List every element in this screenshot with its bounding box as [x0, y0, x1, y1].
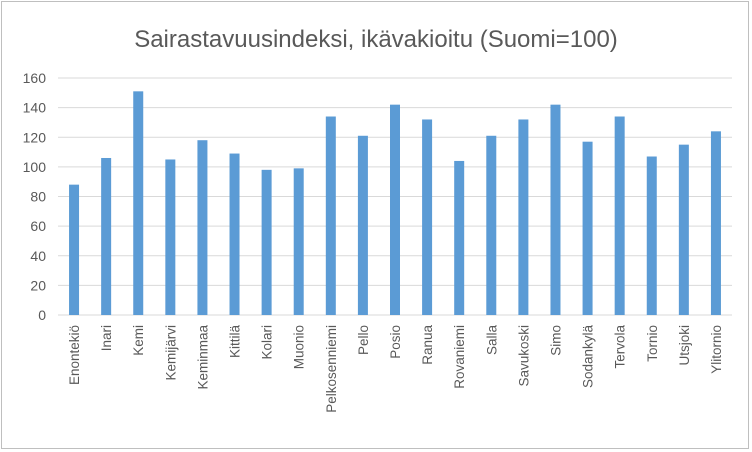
bar-pelkosenniemi — [325, 116, 336, 315]
bar-kittilä — [229, 153, 240, 315]
x-tick-label: Kittilä — [228, 325, 243, 359]
x-tick-label: Rovaniemi — [452, 325, 467, 389]
bar-kemijärvi — [165, 159, 176, 315]
bar-inari — [101, 157, 112, 315]
x-tick-label: Utsjoki — [677, 325, 692, 366]
x-tick-label: Savukoski — [516, 325, 531, 387]
x-tick-label: Muonio — [292, 325, 307, 369]
bar-tornio — [646, 156, 657, 315]
y-tick-label: 160 — [23, 70, 47, 86]
x-tick-label: Tervola — [613, 325, 628, 369]
bar-kemi — [133, 91, 144, 315]
bar-kolari — [261, 169, 272, 315]
x-tick-label: Kemijärvi — [163, 325, 178, 381]
y-tick-label: 60 — [30, 218, 46, 234]
chart-title: Sairastavuusindeksi, ikävakioitu (Suomi=… — [134, 26, 618, 53]
x-tick-label: Tornio — [645, 325, 660, 362]
bars — [69, 91, 721, 315]
y-tick-label: 40 — [30, 248, 46, 264]
y-tick-label: 100 — [23, 159, 47, 175]
x-tick-label: Inari — [99, 325, 114, 351]
x-tick-label: Pello — [356, 325, 371, 355]
bar-sodankylä — [582, 141, 593, 315]
bar-ranua — [422, 119, 433, 315]
bar-simo — [550, 104, 561, 315]
bar-keminmaa — [197, 140, 208, 315]
y-tick-label: 20 — [30, 277, 46, 293]
y-tick-label: 0 — [38, 307, 46, 323]
x-tick-label: Sodankylä — [581, 325, 596, 389]
x-tick-label: Keminmaa — [195, 325, 210, 390]
bar-tervola — [614, 116, 625, 315]
x-tick-label: Simo — [548, 325, 563, 356]
bar-pello — [357, 135, 368, 315]
bar-enontekiö — [69, 184, 80, 315]
y-tick-label: 80 — [30, 189, 46, 205]
x-tick-label: Posio — [388, 325, 403, 359]
x-tick-label: Enontekiö — [67, 325, 82, 385]
bar-salla — [486, 135, 497, 315]
y-axis-ticks: 0 20 40 60 80 100 120 140 160 — [23, 70, 47, 323]
x-tick-label: Kolari — [260, 325, 275, 360]
bar-ylitornio — [710, 131, 721, 315]
x-tick-label: Pelkosenniemi — [324, 325, 339, 413]
x-axis-ticks: Enontekiö Inari Kemi Kemijärvi Keminmaa Kitti… — [67, 325, 724, 413]
bar-muonio — [293, 168, 304, 315]
y-tick-label: 140 — [23, 100, 47, 116]
x-tick-label: Ranua — [420, 325, 435, 365]
bar-savukoski — [518, 119, 529, 315]
bar-rovaniemi — [454, 160, 465, 315]
x-tick-label: Ylitornio — [709, 325, 724, 374]
bar-posio — [390, 104, 400, 315]
bar-utsjoki — [678, 144, 689, 315]
x-tick-label: Salla — [484, 325, 499, 356]
x-tick-label: Kemi — [131, 325, 146, 356]
y-tick-label: 120 — [23, 129, 47, 145]
